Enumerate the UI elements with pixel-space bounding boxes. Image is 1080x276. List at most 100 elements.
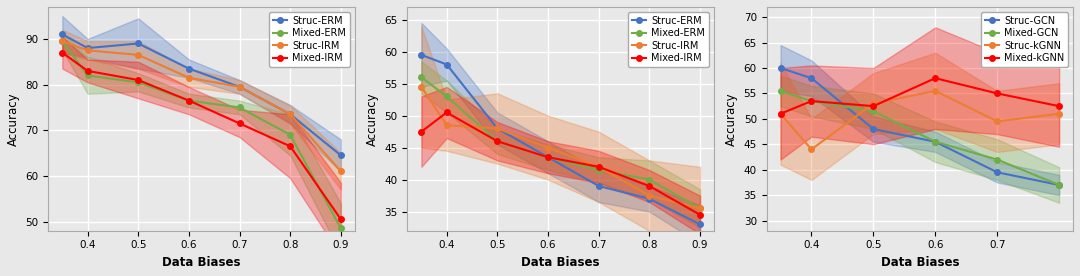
Struc-ERM xyxy=(335,154,348,157)
Mixed-ERM xyxy=(81,74,94,77)
Mixed-IRM xyxy=(284,145,297,148)
Mixed-ERM xyxy=(491,140,504,143)
Mixed-ERM xyxy=(415,76,428,79)
Struc-ERM xyxy=(491,127,504,130)
Struc-kGNN xyxy=(774,112,787,115)
Line: Mixed-IRM: Mixed-IRM xyxy=(59,50,343,222)
Struc-IRM xyxy=(335,170,348,173)
Struc-IRM xyxy=(541,146,554,149)
Struc-ERM xyxy=(81,46,94,50)
X-axis label: Data Biases: Data Biases xyxy=(162,256,241,269)
Struc-ERM xyxy=(284,113,297,116)
Mixed-IRM xyxy=(643,184,656,188)
Mixed-IRM xyxy=(592,165,605,168)
Mixed-GCN xyxy=(805,99,818,103)
Struc-GCN xyxy=(990,171,1003,174)
Mixed-kGNN xyxy=(990,92,1003,95)
Struc-kGNN xyxy=(929,89,942,92)
Line: Struc-kGNN: Struc-kGNN xyxy=(778,88,1062,152)
Mixed-ERM xyxy=(592,168,605,172)
Line: Mixed-ERM: Mixed-ERM xyxy=(59,38,343,231)
Mixed-ERM xyxy=(693,207,706,210)
Struc-IRM xyxy=(132,53,145,57)
Struc-IRM xyxy=(284,113,297,116)
Struc-kGNN xyxy=(867,102,880,105)
Mixed-kGNN xyxy=(774,112,787,115)
Struc-IRM xyxy=(233,85,246,89)
Mixed-IRM xyxy=(541,156,554,159)
Struc-IRM xyxy=(56,39,69,43)
Mixed-IRM xyxy=(132,78,145,82)
Struc-IRM xyxy=(592,165,605,168)
Mixed-GCN xyxy=(1053,183,1066,187)
Mixed-GCN xyxy=(867,110,880,113)
Mixed-ERM xyxy=(643,178,656,181)
Mixed-IRM xyxy=(335,218,348,221)
Mixed-ERM xyxy=(541,156,554,159)
Mixed-ERM xyxy=(183,99,195,102)
Legend: Struc-ERM, Mixed-ERM, Struc-IRM, Mixed-IRM: Struc-ERM, Mixed-ERM, Struc-IRM, Mixed-I… xyxy=(269,12,350,67)
Struc-ERM xyxy=(56,33,69,36)
Struc-GCN xyxy=(774,66,787,70)
Struc-kGNN xyxy=(990,120,1003,123)
Mixed-IRM xyxy=(415,130,428,133)
Struc-GCN xyxy=(867,128,880,131)
Struc-GCN xyxy=(1053,183,1066,187)
Struc-ERM xyxy=(643,197,656,200)
Legend: Struc-GCN, Mixed-GCN, Struc-kGNN, Mixed-kGNN: Struc-GCN, Mixed-GCN, Struc-kGNN, Mixed-… xyxy=(981,12,1068,67)
Struc-IRM xyxy=(491,127,504,130)
Line: Mixed-ERM: Mixed-ERM xyxy=(419,75,703,211)
Struc-IRM xyxy=(693,207,706,210)
Struc-ERM xyxy=(183,67,195,70)
Struc-IRM xyxy=(643,194,656,197)
Struc-ERM xyxy=(132,42,145,45)
Struc-ERM xyxy=(541,156,554,159)
Line: Struc-ERM: Struc-ERM xyxy=(419,52,703,227)
Mixed-ERM xyxy=(335,227,348,230)
Mixed-kGNN xyxy=(805,99,818,103)
Struc-IRM xyxy=(81,49,94,52)
Line: Struc-IRM: Struc-IRM xyxy=(419,84,703,211)
Struc-IRM xyxy=(183,76,195,79)
Mixed-GCN xyxy=(774,89,787,92)
Mixed-ERM xyxy=(284,133,297,137)
Line: Struc-IRM: Struc-IRM xyxy=(59,38,343,174)
Y-axis label: Accuracy: Accuracy xyxy=(725,92,738,146)
Mixed-kGNN xyxy=(1053,105,1066,108)
Mixed-IRM xyxy=(233,122,246,125)
Mixed-GCN xyxy=(990,158,1003,161)
Mixed-ERM xyxy=(441,95,454,98)
Line: Mixed-GCN: Mixed-GCN xyxy=(778,88,1062,188)
Line: Struc-GCN: Struc-GCN xyxy=(778,65,1062,188)
Mixed-GCN xyxy=(929,140,942,144)
Struc-ERM xyxy=(693,223,706,226)
Y-axis label: Accuracy: Accuracy xyxy=(366,92,379,146)
Line: Mixed-IRM: Mixed-IRM xyxy=(419,110,703,217)
Mixed-kGNN xyxy=(929,76,942,80)
Legend: Struc-ERM, Mixed-ERM, Struc-IRM, Mixed-IRM: Struc-ERM, Mixed-ERM, Struc-IRM, Mixed-I… xyxy=(627,12,710,67)
Mixed-ERM xyxy=(56,39,69,43)
Struc-GCN xyxy=(805,76,818,80)
Mixed-IRM xyxy=(441,111,454,114)
Struc-ERM xyxy=(415,53,428,57)
Struc-kGNN xyxy=(805,148,818,151)
Mixed-ERM xyxy=(233,106,246,109)
Struc-ERM xyxy=(592,184,605,188)
Mixed-kGNN xyxy=(867,105,880,108)
Struc-ERM xyxy=(441,63,454,66)
Mixed-IRM xyxy=(491,140,504,143)
Line: Struc-ERM: Struc-ERM xyxy=(59,31,343,158)
Y-axis label: Accuracy: Accuracy xyxy=(6,92,19,146)
Struc-ERM xyxy=(233,85,246,89)
Struc-IRM xyxy=(441,124,454,127)
Mixed-IRM xyxy=(183,99,195,102)
Struc-GCN xyxy=(929,140,942,144)
X-axis label: Data Biases: Data Biases xyxy=(880,256,959,269)
Mixed-IRM xyxy=(81,69,94,73)
Struc-IRM xyxy=(415,85,428,89)
Mixed-IRM xyxy=(693,213,706,216)
Line: Mixed-kGNN: Mixed-kGNN xyxy=(778,75,1062,116)
Mixed-IRM xyxy=(56,51,69,54)
Mixed-ERM xyxy=(132,81,145,84)
Struc-kGNN xyxy=(1053,112,1066,115)
